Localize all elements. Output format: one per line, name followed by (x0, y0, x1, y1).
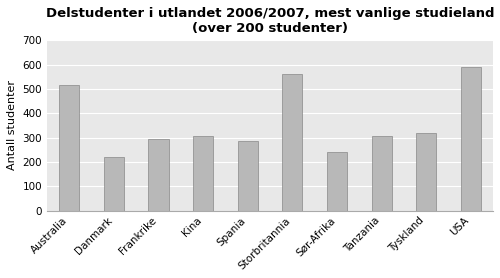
Bar (416, 133, 436, 211)
Bar (193, 136, 213, 211)
Bar (327, 152, 347, 211)
Bar (238, 141, 258, 211)
Bar (60, 85, 80, 211)
Bar (148, 139, 169, 211)
Y-axis label: Antall studenter: Antall studenter (7, 80, 17, 170)
Bar (372, 136, 392, 211)
Bar (104, 157, 124, 211)
Bar (460, 67, 481, 211)
Bar (282, 74, 302, 211)
Title: Delstudenter i utlandet 2006/2007, mest vanlige studieland
(over 200 studenter): Delstudenter i utlandet 2006/2007, mest … (46, 7, 494, 35)
